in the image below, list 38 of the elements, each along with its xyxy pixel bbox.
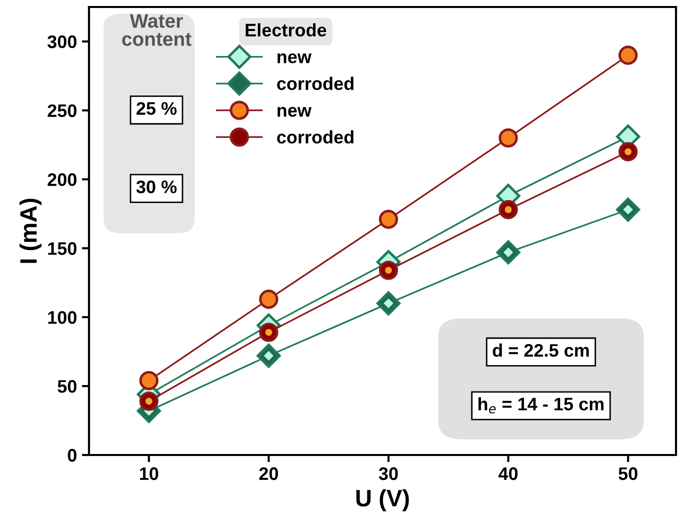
x-tick-label: 10 (140, 467, 158, 480)
annotation: 30 % (136, 180, 177, 194)
x-tick-label: 20 (259, 467, 278, 480)
point (139, 370, 158, 390)
legend-label: new (278, 53, 312, 64)
point (378, 210, 398, 229)
annotation: 25 % (136, 102, 177, 115)
y-axis-title: I (mA) (20, 198, 42, 263)
legend-label: corroded (277, 76, 354, 90)
legend-label: new (278, 106, 312, 117)
point (496, 240, 520, 264)
annotation: Water content (122, 14, 192, 46)
legend-title: Electrode (246, 23, 326, 37)
point (256, 344, 281, 368)
point (259, 290, 278, 309)
y-tick-label: 50 (58, 380, 76, 393)
point (618, 142, 638, 162)
point (618, 46, 638, 65)
y-tick-label: 200 (48, 173, 76, 186)
point (139, 392, 158, 411)
annotation: h$_{e}$ = 14 - 15 cm (478, 397, 604, 414)
point (498, 200, 518, 220)
point (498, 128, 518, 148)
y-tick-label: 250 (48, 104, 76, 118)
x-axis-title: U (V) (356, 489, 409, 512)
annotation: d = 22.5 cm (492, 344, 589, 357)
point (378, 260, 398, 280)
x-tick-label: 30 (378, 467, 398, 480)
point (616, 198, 640, 222)
y-tick-label: 150 (48, 242, 76, 255)
legend-label: corroded (277, 130, 354, 144)
point (259, 322, 278, 342)
y-tick-label: 100 (48, 311, 76, 324)
x-tick-label: 40 (498, 467, 518, 480)
y-tick-label: 0 (68, 448, 76, 462)
point (376, 291, 401, 316)
y-tick-label: 300 (47, 35, 76, 48)
x-tick-label: 50 (618, 467, 638, 480)
